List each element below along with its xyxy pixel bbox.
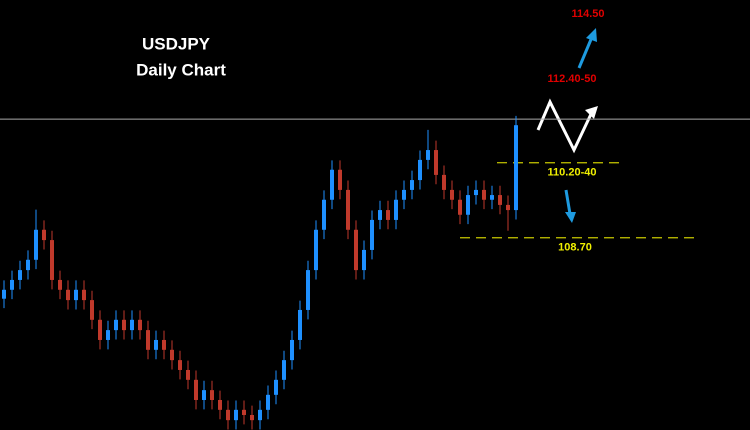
candle-body	[378, 210, 382, 220]
candle-body	[514, 125, 518, 211]
candle-body	[306, 270, 310, 310]
candle-body	[194, 379, 198, 400]
candle-body	[474, 189, 478, 196]
candle-body	[322, 199, 326, 230]
level-label: 108.70	[558, 242, 592, 254]
chart-subtitle: Daily Chart	[136, 60, 226, 79]
candle-body	[82, 289, 86, 301]
candle-body	[66, 289, 70, 301]
arrow-up	[577, 28, 597, 69]
candle-body	[266, 394, 270, 410]
candle-body	[242, 409, 246, 415]
candle-body	[122, 319, 126, 331]
candle-body	[482, 189, 486, 200]
zigzag-arrow	[536, 98, 598, 154]
candle-body	[34, 229, 38, 260]
level-label: 110.20-40	[548, 167, 597, 179]
candle-body	[418, 159, 422, 181]
candle-body	[434, 150, 438, 175]
candle-body	[458, 199, 462, 215]
candle-body	[26, 259, 30, 271]
candle-body	[290, 339, 294, 361]
chart-title: USDJPY	[142, 34, 211, 53]
candle-body	[250, 414, 254, 421]
candle-body	[226, 409, 230, 421]
candle-body	[450, 189, 454, 200]
candle-body	[42, 229, 46, 241]
candle-body	[298, 309, 302, 340]
candle-body	[186, 369, 190, 380]
annotation: 112.40-50	[548, 73, 597, 85]
candle-body	[90, 300, 94, 320]
candle-body	[2, 289, 6, 299]
candle-body	[490, 195, 494, 200]
candle-body	[18, 270, 22, 280]
candle-body	[314, 229, 318, 271]
candle-body	[218, 399, 222, 410]
candle-body	[346, 189, 350, 230]
candle-body	[282, 360, 286, 380]
candle-body	[130, 319, 134, 331]
candle-body	[210, 390, 214, 400]
candle-body	[386, 210, 390, 220]
candle-body	[258, 409, 262, 421]
candle-body	[362, 249, 366, 271]
candle-body	[106, 330, 110, 340]
candle-body	[498, 195, 502, 205]
candle-body	[58, 279, 62, 290]
candle-body	[442, 174, 446, 190]
candle-body	[170, 349, 174, 361]
candle-body	[10, 279, 14, 290]
candle-body	[162, 339, 166, 350]
candle-body	[50, 240, 54, 280]
candle-body	[154, 339, 158, 350]
candle-body	[274, 379, 278, 395]
candle-body	[138, 319, 142, 331]
candle-body	[146, 330, 150, 350]
candle-body	[330, 169, 334, 200]
candle-body	[426, 150, 430, 160]
candle-body	[466, 195, 470, 215]
annotation: 114.50	[571, 8, 604, 20]
candle-body	[202, 390, 206, 400]
candle-body	[234, 409, 238, 421]
candle-body	[98, 319, 102, 340]
candle-body	[410, 180, 414, 190]
candle-body	[394, 199, 398, 220]
candle-body	[338, 169, 342, 190]
candle-body	[354, 229, 358, 271]
candle-body	[74, 289, 78, 301]
candle-body	[506, 204, 510, 211]
candle-body	[370, 219, 374, 250]
candle-body	[114, 319, 118, 331]
candle-body	[402, 189, 406, 200]
arrow-down	[564, 189, 576, 223]
candle-body	[178, 360, 182, 370]
